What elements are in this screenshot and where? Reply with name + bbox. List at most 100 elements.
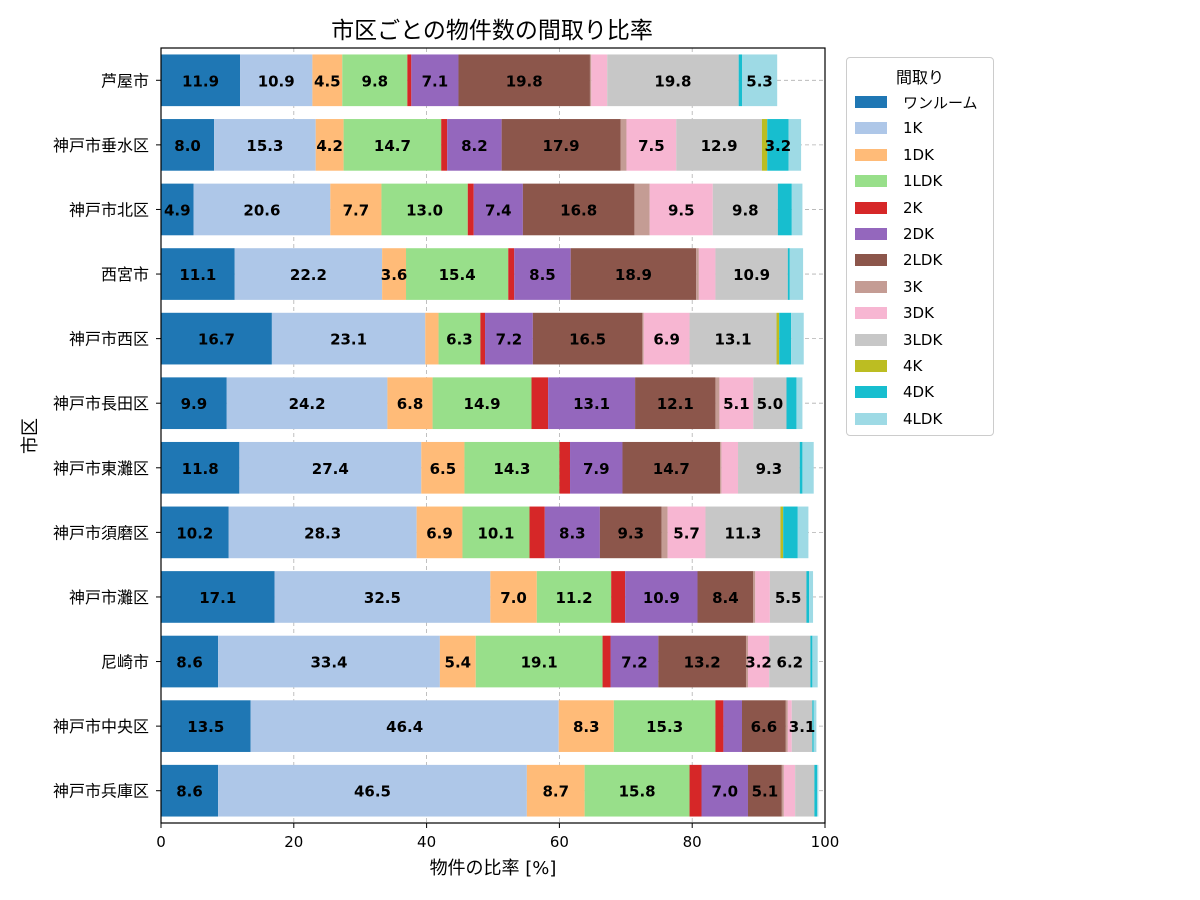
bar-segment: [742, 700, 786, 752]
bar-value-label: 7.9: [583, 460, 610, 478]
bar-segment: [532, 312, 643, 365]
bar-segment: [634, 183, 650, 236]
bar-value-label: 9.3: [756, 460, 783, 478]
legend-item: 4DK: [855, 383, 934, 401]
bar-segment: [635, 377, 716, 430]
bar-segment: [485, 312, 533, 365]
bar-value-label: 10.1: [477, 524, 514, 542]
bar-segment: [810, 635, 813, 688]
bar-segment: [814, 764, 818, 817]
bar-segment: [698, 248, 716, 300]
bar-segment: [643, 312, 690, 365]
bar-segment: [607, 54, 739, 107]
bar-segment: [755, 571, 770, 623]
bar-segment: [239, 441, 422, 494]
bar-segment: [559, 441, 571, 494]
bar-value-label: 6.2: [777, 654, 804, 672]
bar-segment: [548, 377, 636, 430]
bar-segment: [467, 183, 474, 236]
bar-segment: [161, 571, 275, 623]
bar-segment: [343, 119, 442, 171]
bar-segment: [425, 312, 439, 365]
legend-swatch: [855, 175, 887, 188]
bar-value-label: 32.5: [364, 589, 401, 607]
bar-value-label: 15.8: [619, 783, 656, 801]
bar-segment: [721, 441, 739, 494]
bar-segment: [228, 506, 417, 559]
bar-value-label: 3.1: [789, 718, 816, 736]
bar-segment: [785, 700, 788, 752]
bar-segment: [536, 571, 612, 623]
bar-segment: [529, 506, 545, 559]
x-tick-label: 40: [417, 833, 436, 851]
bar-segment: [613, 700, 716, 752]
bar-value-label: 14.9: [464, 395, 501, 413]
bar-value-label: 3.2: [745, 654, 772, 672]
bar-value-label: 11.1: [179, 266, 216, 284]
bar-segment: [473, 183, 523, 236]
bar-value-label: 11.2: [556, 589, 593, 607]
bar-segment: [689, 764, 702, 817]
bar-segment: [791, 700, 813, 752]
legend-label: ワンルーム: [903, 93, 978, 112]
bar-value-label: 15.3: [246, 137, 283, 155]
bar-segment: [783, 506, 798, 559]
bar-segment: [769, 571, 807, 623]
legend-item: 3DK: [855, 304, 934, 322]
x-axis-label: 物件の比率 [%]: [430, 858, 557, 879]
bar-segment: [161, 312, 272, 365]
bar-value-label: 46.5: [354, 783, 391, 801]
bar-segment: [689, 312, 777, 365]
bar-segment: [161, 635, 219, 688]
y-tick-label: 尼崎市: [101, 653, 149, 672]
bar-value-label: 15.3: [646, 718, 683, 736]
bar-segment: [747, 764, 782, 817]
bar-value-label: 8.6: [176, 783, 203, 801]
x-axis: 0 20 40 60 80 100: [156, 823, 839, 851]
legend-swatch: [855, 333, 887, 346]
bar-segment: [589, 54, 592, 107]
legend-swatch: [855, 201, 887, 214]
legend-swatch: [855, 148, 887, 161]
bar-segment: [715, 700, 724, 752]
y-tick-label: 神戸市兵庫区: [53, 782, 149, 801]
bar-value-label: 14.7: [374, 137, 411, 155]
bar-segment: [799, 441, 803, 494]
bar-value-label: 7.0: [500, 589, 527, 607]
bar-value-label: 5.5: [775, 589, 802, 607]
bar-segment: [626, 119, 677, 171]
bar-segment: [490, 571, 537, 623]
bar-value-label: 13.2: [684, 654, 721, 672]
bar-value-label: 8.6: [176, 654, 203, 672]
bar-segment: [475, 635, 603, 688]
bar-segment: [570, 441, 623, 494]
bar-segment: [777, 183, 792, 236]
bar-value-label: 6.3: [446, 331, 473, 349]
chart-title: 市区ごとの物件数の間取り比率: [331, 18, 653, 44]
y-tick-label: 神戸市西区: [69, 330, 149, 349]
bar-value-label: 23.1: [330, 331, 367, 349]
bars-layer: [161, 54, 819, 817]
bar-segment: [697, 571, 754, 623]
legend-item: 4LDK: [855, 410, 942, 428]
bar-value-label: 6.6: [751, 718, 778, 736]
legend-item: 2K: [855, 199, 922, 217]
bar-value-label: 8.4: [712, 589, 739, 607]
legend-item: 1LDK: [855, 172, 942, 190]
legend-title: 間取り: [895, 68, 944, 87]
bar-segment: [161, 441, 240, 494]
bar-value-label: 15.4: [439, 266, 476, 284]
y-tick-label: 神戸市垂水区: [53, 136, 149, 155]
bar-segment: [432, 377, 532, 430]
bar-segment: [411, 54, 459, 107]
bar-value-label: 18.9: [615, 266, 652, 284]
bar-segment: [715, 248, 788, 300]
bar-labels-layer: 11.9 10.9 4.5 9.8 7.1 19.8 19.8 5.3 8.0 15.3 4.2 14…: [164, 72, 815, 800]
bar-segment: [715, 377, 720, 430]
bar-value-label: 6.9: [426, 524, 453, 542]
bar-segment: [274, 571, 491, 623]
bar-segment: [625, 571, 698, 623]
legend-swatch: [855, 122, 887, 135]
bar-segment: [642, 312, 644, 365]
